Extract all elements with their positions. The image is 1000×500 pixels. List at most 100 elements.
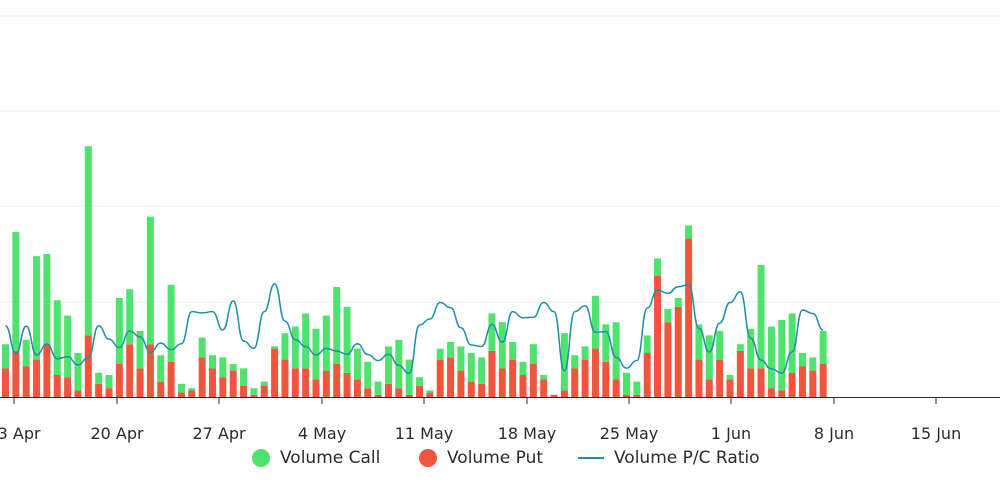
bar-volume-put	[633, 394, 641, 397]
bar-volume-put	[467, 381, 475, 397]
bar-volume-call	[447, 342, 455, 358]
bar-volume-put	[416, 386, 423, 397]
bar-volume-call	[260, 381, 268, 386]
bar-volume-call	[519, 361, 527, 375]
bar-volume-put	[260, 386, 268, 397]
bar-volume-call	[436, 348, 444, 360]
bar-volume-call	[136, 331, 144, 369]
bar-volume-call	[64, 315, 72, 378]
bar-volume-call	[767, 326, 775, 389]
x-tick-label: 15 Jun	[911, 424, 961, 443]
bar-volume-call	[395, 339, 403, 389]
bar-volume-put	[540, 379, 548, 397]
legend-item-volume-pc-ratio[interactable]: Volume P/C Ratio	[578, 443, 760, 473]
bar-volume-put	[33, 359, 41, 397]
bar-volume-call	[33, 256, 41, 360]
bar-volume-put	[188, 390, 196, 397]
bar-volume-put	[12, 350, 20, 397]
x-tick-label: 8 Jun	[814, 424, 854, 443]
bar-volume-call	[747, 328, 755, 369]
bar-volume-put	[374, 394, 382, 397]
legend-label-volume-put: Volume Put	[447, 448, 544, 468]
bar-volume-call	[571, 355, 579, 369]
bar-volume-put	[364, 388, 372, 397]
bar-volume-put	[788, 372, 796, 397]
x-tick-label: 4 May	[298, 424, 346, 443]
bar-volume-put	[560, 390, 568, 397]
bar-volume-call	[643, 335, 651, 353]
bar-volume-call	[353, 348, 361, 380]
bar-volume-call	[560, 333, 568, 391]
bar-volume-put	[333, 364, 341, 397]
bar-volume-put	[74, 390, 82, 397]
x-tick-label: 11 May	[395, 424, 454, 443]
bar-volume-call	[602, 324, 610, 362]
bar-volume-call	[322, 315, 330, 371]
bar-volume-put	[250, 394, 258, 397]
bar-volume-put	[778, 390, 786, 397]
bar-volume-put	[705, 379, 713, 397]
bar-volume-put	[281, 359, 289, 397]
bar-volume-put	[395, 388, 403, 397]
bar-volume-put	[767, 388, 775, 397]
bar-volume-call	[819, 331, 827, 364]
bar-volume-call	[209, 355, 216, 369]
bar-volume-call	[115, 298, 123, 364]
bar-volume-call	[343, 306, 351, 373]
bar-volume-put	[405, 394, 413, 397]
bar-volume-call	[426, 390, 434, 393]
bar-volume-call	[757, 265, 765, 369]
bar-volume-put	[240, 386, 248, 397]
bar-volume-call	[198, 337, 206, 358]
legend-marker-volume-call	[252, 449, 270, 467]
bar-volume-call	[167, 284, 175, 362]
bar-volume-put	[426, 392, 434, 397]
bar-volume-put	[209, 368, 216, 397]
bar-volume-call	[633, 381, 641, 395]
bar-volume-put	[550, 394, 558, 397]
bar-volume-put	[322, 370, 330, 397]
bar-volume-put	[447, 357, 455, 397]
bar-volume-call	[529, 344, 537, 364]
bar-volume-call	[612, 322, 620, 380]
legend: Volume Call Volume Put Volume P/C Ratio	[0, 443, 1000, 473]
bar-volume-call	[726, 375, 734, 380]
bar-volume-call	[705, 335, 713, 380]
bar-volume-put	[302, 368, 310, 397]
bar-volume-put	[229, 370, 237, 397]
bar-volume-call	[498, 322, 506, 369]
bar-volume-put	[198, 357, 206, 397]
bar-volume-call	[2, 344, 9, 369]
legend-label-volume-pc-ratio: Volume P/C Ratio	[614, 448, 760, 468]
bar-volume-put	[519, 375, 527, 397]
bar-volume-put	[643, 353, 651, 397]
x-axis: 13 Apr 20 Apr 27 Apr 4 May 11 May 18 May 25 Ma…	[0, 397, 1000, 443]
bar-volume-put	[747, 368, 755, 397]
bar-volume-call	[157, 355, 165, 382]
bar-volume-call	[240, 368, 248, 386]
legend-item-volume-call[interactable]: Volume Call	[252, 443, 380, 473]
bar-volume-call	[22, 339, 30, 367]
gridlines	[0, 15, 1000, 303]
bar-volume-put	[126, 344, 134, 397]
legend-item-volume-put[interactable]: Volume Put	[419, 443, 543, 473]
bar-volume-put	[591, 348, 599, 397]
bar-volume-put	[291, 368, 299, 397]
bar-volume-call	[374, 381, 382, 395]
bar-volume-put	[509, 359, 517, 397]
bar-volume-put	[664, 322, 672, 397]
bar-volume-call	[623, 372, 630, 395]
bar-volume-call	[716, 331, 724, 360]
bar-volume-call	[126, 289, 134, 345]
bar-volume-put	[581, 359, 589, 397]
bar-volume-call	[146, 216, 154, 345]
bar-volume-call	[229, 364, 237, 371]
bar-volume-call	[188, 388, 196, 391]
bar-volume-call	[788, 313, 796, 373]
bar-volume-call	[467, 353, 475, 382]
pc-ratio-line-layer	[5, 283, 824, 375]
bar-volume-call	[364, 361, 372, 389]
bar-volume-call	[43, 254, 51, 345]
bar-volume-put	[685, 238, 693, 397]
bar-volume-call	[302, 313, 310, 369]
